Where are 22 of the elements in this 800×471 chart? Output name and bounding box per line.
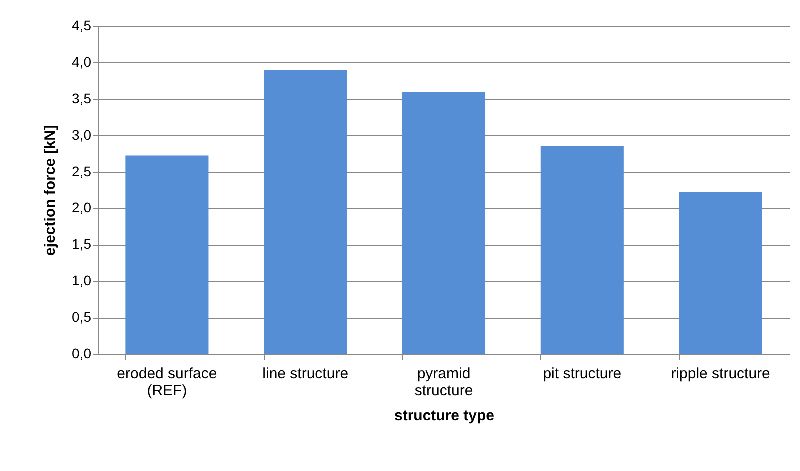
y-axis-title: ejection force [kN] <box>42 125 60 256</box>
y-tick-label: 4,5 <box>72 18 92 34</box>
x-tick-label: line structure <box>262 366 349 382</box>
x-tick-label: pit structure <box>543 366 622 382</box>
bar <box>679 192 762 354</box>
y-tick-label: 3,0 <box>72 126 92 143</box>
bar <box>402 92 486 354</box>
bar <box>540 146 624 354</box>
bar <box>264 70 348 354</box>
y-tick-label: 2,0 <box>72 200 92 216</box>
x-tick-label: ripple structure <box>671 366 770 382</box>
x-tick-label: eroded surface (REF) <box>117 366 218 400</box>
y-tick-label: 4,0 <box>72 54 92 70</box>
y-tick-label: 0,0 <box>72 346 92 362</box>
x-tick-label: pyramid structure <box>414 366 474 400</box>
y-tick-label: 1,5 <box>72 236 92 252</box>
x-axis-title: structure type <box>394 408 495 424</box>
y-tick-label: 1,0 <box>72 272 92 289</box>
bar <box>126 156 209 354</box>
y-tick-label: 0,5 <box>72 309 92 326</box>
y-tick-label: 2,5 <box>72 163 92 180</box>
y-tick-label: 3,5 <box>72 90 92 106</box>
